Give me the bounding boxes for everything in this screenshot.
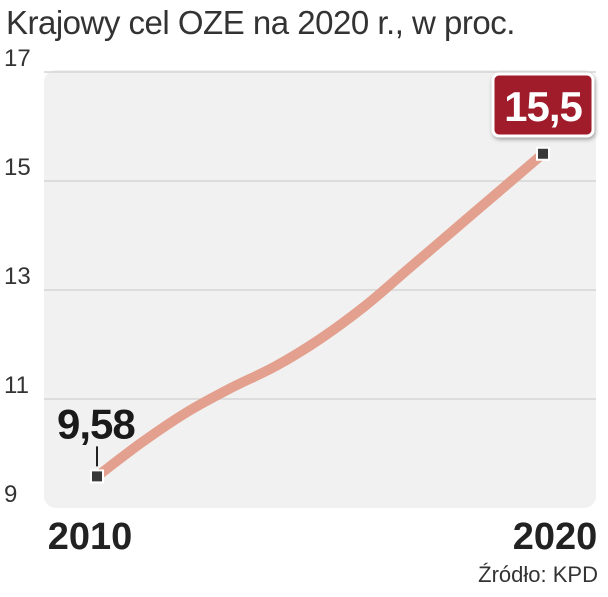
- series-line-group: [92, 148, 548, 482]
- annotations: 9,58 15,5: [57, 72, 595, 484]
- y-tick-label-17: 17: [4, 45, 31, 72]
- data-point-marker-2020: [536, 146, 550, 161]
- source-note: Źródło: KPD: [478, 562, 598, 587]
- y-axis-ticks: 9 11 13 15 17: [4, 45, 31, 508]
- annotation-label-start: 9,58: [57, 400, 135, 447]
- series-line: [92, 148, 548, 482]
- y-tick-label-11: 11: [4, 372, 29, 399]
- annotation-label-end: 15,5: [504, 83, 582, 130]
- grid-lines: [44, 71, 596, 400]
- y-tick-label-9: 9: [4, 481, 17, 508]
- data-point-marker-2010: [90, 469, 104, 484]
- x-tick-label-2020: 2020: [513, 516, 598, 558]
- y-tick-label-13: 13: [4, 263, 31, 290]
- annotation-badge-end: [491, 72, 595, 138]
- x-tick-label-2010: 2010: [48, 516, 133, 558]
- x-axis-ticks: 2010 2020: [48, 516, 598, 558]
- chart-title: Krajowy cel OZE na 2020 r., w proc.: [6, 4, 515, 41]
- y-tick-label-15: 15: [4, 154, 31, 181]
